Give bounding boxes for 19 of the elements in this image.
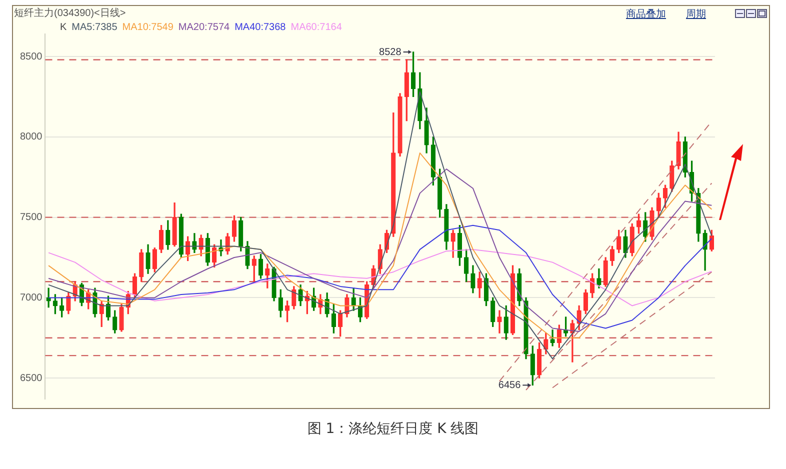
annotation: 8528	[379, 46, 402, 58]
text: MA40:7368	[234, 22, 286, 33]
chart-subtitle: 短纤主力(034390)<日线>	[14, 6, 126, 20]
text: MA10:7549	[122, 22, 174, 33]
candlestick	[497, 310, 502, 334]
text: MA60:7164	[290, 22, 342, 33]
text: 商品叠加	[626, 9, 666, 20]
text: MA20:7574	[178, 22, 230, 33]
candlestick	[46, 288, 51, 308]
y-tick-label: 6500	[20, 372, 43, 384]
y-tick-label: 7500	[20, 212, 43, 224]
text: 图 1：涤纶短纤日度 K 线图	[306, 420, 480, 438]
text: 周期	[686, 9, 706, 20]
text: K	[60, 22, 67, 33]
y-tick-label: 8500	[20, 51, 43, 62]
y-tick-label: 8000	[20, 132, 43, 143]
y-tick-label: 7000	[20, 292, 43, 304]
text: MA5:7385	[72, 22, 118, 33]
annotation: 6456	[498, 380, 522, 391]
